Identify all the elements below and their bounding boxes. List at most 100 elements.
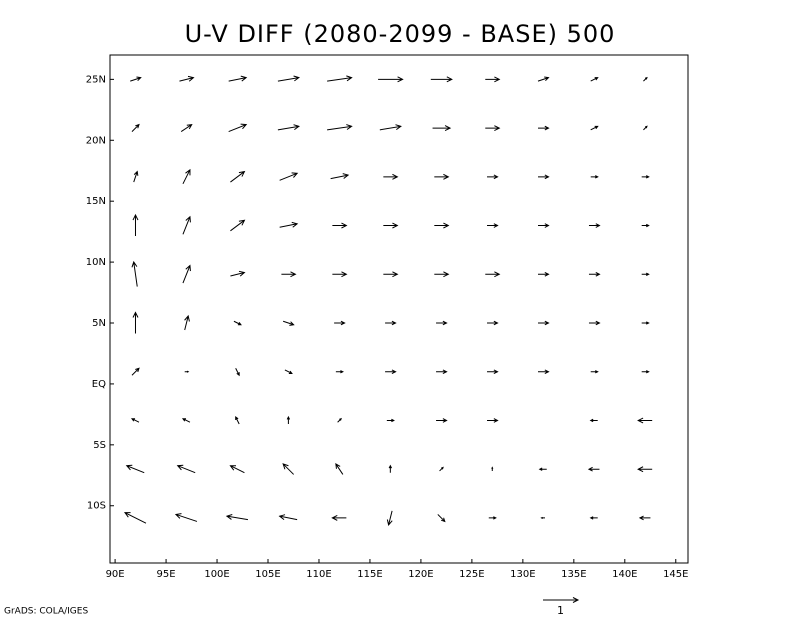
- wind-arrow: [641, 272, 650, 276]
- x-tick-label: 120E: [408, 569, 433, 580]
- wind-arrow: [386, 418, 395, 423]
- wind-arrow: [590, 370, 599, 374]
- wind-arrow: [131, 123, 140, 132]
- x-tick-label: 110E: [306, 569, 331, 580]
- wind-arrow: [540, 516, 545, 519]
- wind-arrow: [436, 369, 448, 375]
- wind-arrow: [180, 123, 193, 133]
- wind-arrow: [434, 271, 450, 278]
- wind-arrow: [184, 314, 190, 331]
- wind-arrow: [337, 417, 342, 423]
- wind-arrow: [537, 271, 550, 277]
- wind-arrow: [331, 515, 347, 521]
- wind-arrow: [332, 222, 348, 229]
- wind-arrow: [132, 311, 139, 334]
- wind-arrow: [132, 213, 139, 237]
- wind-arrow: [228, 123, 248, 133]
- wind-arrow: [388, 464, 393, 473]
- x-tick-label: 125E: [459, 569, 484, 580]
- wind-arrow: [378, 76, 404, 83]
- map-title: U-V DIFF (2080-2099 - BASE) 500: [185, 20, 616, 48]
- wind-arrow: [537, 76, 550, 82]
- wind-arrow: [332, 271, 348, 278]
- wind-arrow: [434, 173, 450, 180]
- wind-arrow: [537, 320, 550, 326]
- wind-arrow: [130, 418, 140, 423]
- wind-arrow: [538, 467, 547, 471]
- x-tick-label: 90E: [106, 569, 125, 580]
- y-tick-label: 5N: [92, 318, 106, 329]
- wind-arrow: [386, 510, 393, 527]
- y-tick-label: 15N: [86, 196, 106, 207]
- y-tick-label: 20N: [86, 135, 106, 146]
- plot-frame: [109, 54, 689, 564]
- wind-arrow: [487, 320, 499, 326]
- wind-arrow: [588, 320, 601, 326]
- x-tick-label: 145E: [663, 569, 688, 580]
- wind-arrow: [130, 76, 142, 82]
- wind-arrow: [491, 466, 494, 471]
- x-tick-label: 140E: [612, 569, 637, 580]
- wind-arrow: [281, 271, 297, 278]
- y-tick-label: 10S: [87, 501, 106, 512]
- wind-arrow: [182, 168, 191, 185]
- wind-arrow: [641, 223, 650, 228]
- wind-arrow: [589, 516, 598, 520]
- wind-arrow: [225, 514, 249, 521]
- wind-arrow: [641, 175, 650, 179]
- wind-arrow: [282, 463, 294, 475]
- wind-arrow: [487, 174, 499, 180]
- wind-arrow: [487, 369, 499, 375]
- wind-arrow: [643, 76, 648, 82]
- wind-arrow: [278, 514, 298, 521]
- wind-arrow: [537, 125, 550, 131]
- wind-arrow: [235, 415, 240, 425]
- wind-arrow: [182, 264, 191, 284]
- wind-arrow: [383, 173, 399, 180]
- wind-arrow: [537, 369, 550, 375]
- wind-arrow: [383, 222, 399, 229]
- credit: GrADS: COLA/IGES: [4, 607, 88, 617]
- y-tick-label: EQ: [92, 379, 106, 390]
- wind-arrow: [179, 75, 195, 82]
- wind-arrow: [235, 368, 240, 377]
- wind-arrow: [335, 463, 344, 475]
- wind-arrow: [436, 320, 448, 326]
- wind-arrow: [385, 369, 397, 375]
- x-tick-label: 95E: [157, 569, 176, 580]
- wind-arrow: [286, 415, 291, 424]
- y-tick-label: 25N: [86, 74, 106, 85]
- x-tick-label: 105E: [255, 569, 280, 580]
- wind-arrow: [279, 172, 299, 181]
- wind-arrow: [181, 418, 191, 423]
- wind-arrow: [335, 370, 344, 374]
- wind-arrow: [439, 466, 444, 472]
- wind-arrow: [641, 321, 650, 325]
- wind-arrow: [437, 514, 446, 523]
- wind-arrow: [588, 271, 601, 277]
- wind-arrow: [383, 271, 399, 278]
- wind-arrow: [327, 75, 353, 82]
- wind-arrow: [131, 367, 140, 376]
- wind-arrow: [641, 370, 650, 374]
- wind-arrow: [637, 466, 653, 473]
- y-tick-label: 5S: [93, 440, 106, 451]
- wind-arrow: [485, 76, 501, 83]
- wind-arrow: [277, 75, 300, 82]
- wind-arrow: [537, 174, 550, 180]
- wind-arrow: [590, 125, 599, 131]
- wind-arrow: [590, 175, 599, 179]
- wind-arrow: [182, 215, 191, 235]
- wind-arrow: [385, 320, 397, 326]
- wind-arrow: [230, 219, 246, 232]
- wind-arrow: [184, 370, 190, 373]
- wind-arrow: [485, 125, 501, 131]
- wind-arrow: [174, 513, 198, 522]
- wind-arrow: [434, 222, 450, 229]
- wind-arrow: [430, 76, 453, 83]
- x-tick-label: 130E: [510, 569, 535, 580]
- wind-arrow: [590, 77, 599, 82]
- wind-arrow: [643, 125, 648, 131]
- wind-arrow: [638, 515, 651, 521]
